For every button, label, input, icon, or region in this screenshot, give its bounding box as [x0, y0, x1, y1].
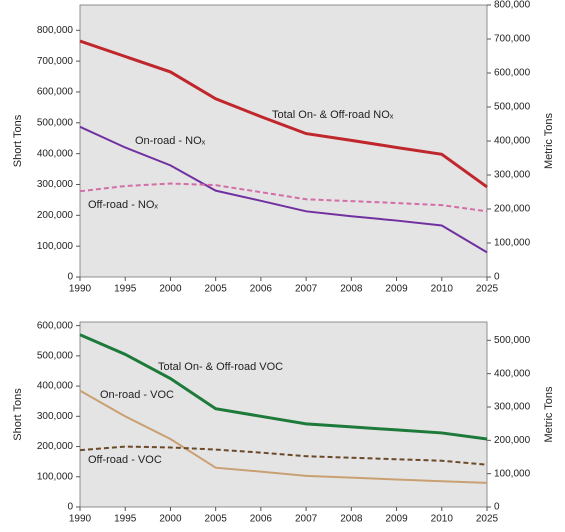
x-tick-label: 1990	[69, 514, 92, 525]
x-tick-label: 1995	[114, 514, 137, 525]
series-label: Total On- & Off-road NOₓ	[272, 109, 394, 121]
y-tick-label: 200,000	[37, 210, 74, 221]
y-tick-label: 600,000	[37, 320, 74, 331]
x-tick-label: 1990	[69, 284, 92, 295]
series-line	[79, 445, 488, 466]
series-line	[79, 125, 488, 254]
y-tick-label: 800,000	[37, 25, 74, 36]
y-tick-label: 500,000	[37, 350, 74, 361]
y-tick-label: 100,000	[37, 471, 74, 482]
series-label: Off-road - NOₓ	[88, 199, 158, 211]
y2-tick-label: 100,000	[494, 238, 531, 249]
x-tick-label: 2005	[205, 514, 228, 525]
y-tick-label: 400,000	[37, 148, 74, 159]
series-line	[79, 333, 488, 441]
y-tick-label: 0	[67, 502, 73, 513]
x-tick-label: 2010	[431, 514, 454, 525]
x-tick-label: 2009	[385, 514, 408, 525]
y-tick-label: 600,000	[37, 87, 74, 98]
x-tick-label: 2007	[295, 514, 318, 525]
y-tick-label: 100,000	[37, 241, 74, 252]
y2-tick-label: 800,000	[494, 0, 531, 11]
y2-tick-label: 500,000	[494, 335, 531, 346]
x-tick-label: 2025	[476, 514, 499, 525]
y2-tick-label: 700,000	[494, 34, 531, 45]
y-axis-label: Short Tons	[12, 114, 24, 167]
x-tick-label: 1995	[114, 284, 137, 295]
x-tick-label: 2006	[250, 284, 273, 295]
y2-tick-label: 0	[494, 502, 500, 513]
x-tick-label: 2008	[340, 514, 363, 525]
y2-tick-label: 400,000	[494, 368, 531, 379]
y2-tick-label: 200,000	[494, 435, 531, 446]
y2-tick-label: 300,000	[494, 402, 531, 413]
series-line	[79, 182, 488, 213]
series-label: Off-road - VOC	[88, 454, 162, 466]
x-tick-label: 2010	[431, 284, 454, 295]
series-label: Total On- & Off-road VOC	[158, 361, 283, 373]
series-line	[79, 389, 488, 484]
y2-tick-label: 200,000	[494, 204, 531, 215]
x-tick-label: 2025	[476, 284, 499, 295]
x-tick-label: 2006	[250, 514, 273, 525]
x-tick-label: 2007	[295, 284, 318, 295]
y2-tick-label: 100,000	[494, 468, 531, 479]
y2-axis-label: Metric Tons	[543, 112, 555, 169]
y-tick-label: 700,000	[37, 56, 74, 67]
y-tick-label: 300,000	[37, 179, 74, 190]
y2-tick-label: 400,000	[494, 136, 531, 147]
y2-tick-label: 500,000	[494, 102, 531, 113]
plot-area	[79, 4, 488, 278]
y-tick-label: 400,000	[37, 381, 74, 392]
y2-tick-label: 300,000	[494, 170, 531, 181]
x-tick-label: 2009	[385, 284, 408, 295]
y-tick-label: 200,000	[37, 441, 74, 452]
y-tick-label: 300,000	[37, 411, 74, 422]
series-line	[79, 39, 488, 189]
y-tick-label: 500,000	[37, 117, 74, 128]
x-tick-label: 2005	[205, 284, 228, 295]
y-axis-label: Short Tons	[12, 388, 24, 441]
series-label: On-road - VOC	[100, 389, 174, 401]
x-tick-label: 2000	[159, 284, 182, 295]
y2-tick-label: 0	[494, 272, 500, 283]
plot-area	[79, 321, 488, 508]
y-tick-label: 0	[67, 272, 73, 283]
y2-axis-label: Metric Tons	[543, 386, 555, 443]
x-tick-label: 2008	[340, 284, 363, 295]
x-tick-label: 2000	[159, 514, 182, 525]
series-label: On-road - NOₓ	[135, 135, 206, 147]
y2-tick-label: 600,000	[494, 68, 531, 79]
